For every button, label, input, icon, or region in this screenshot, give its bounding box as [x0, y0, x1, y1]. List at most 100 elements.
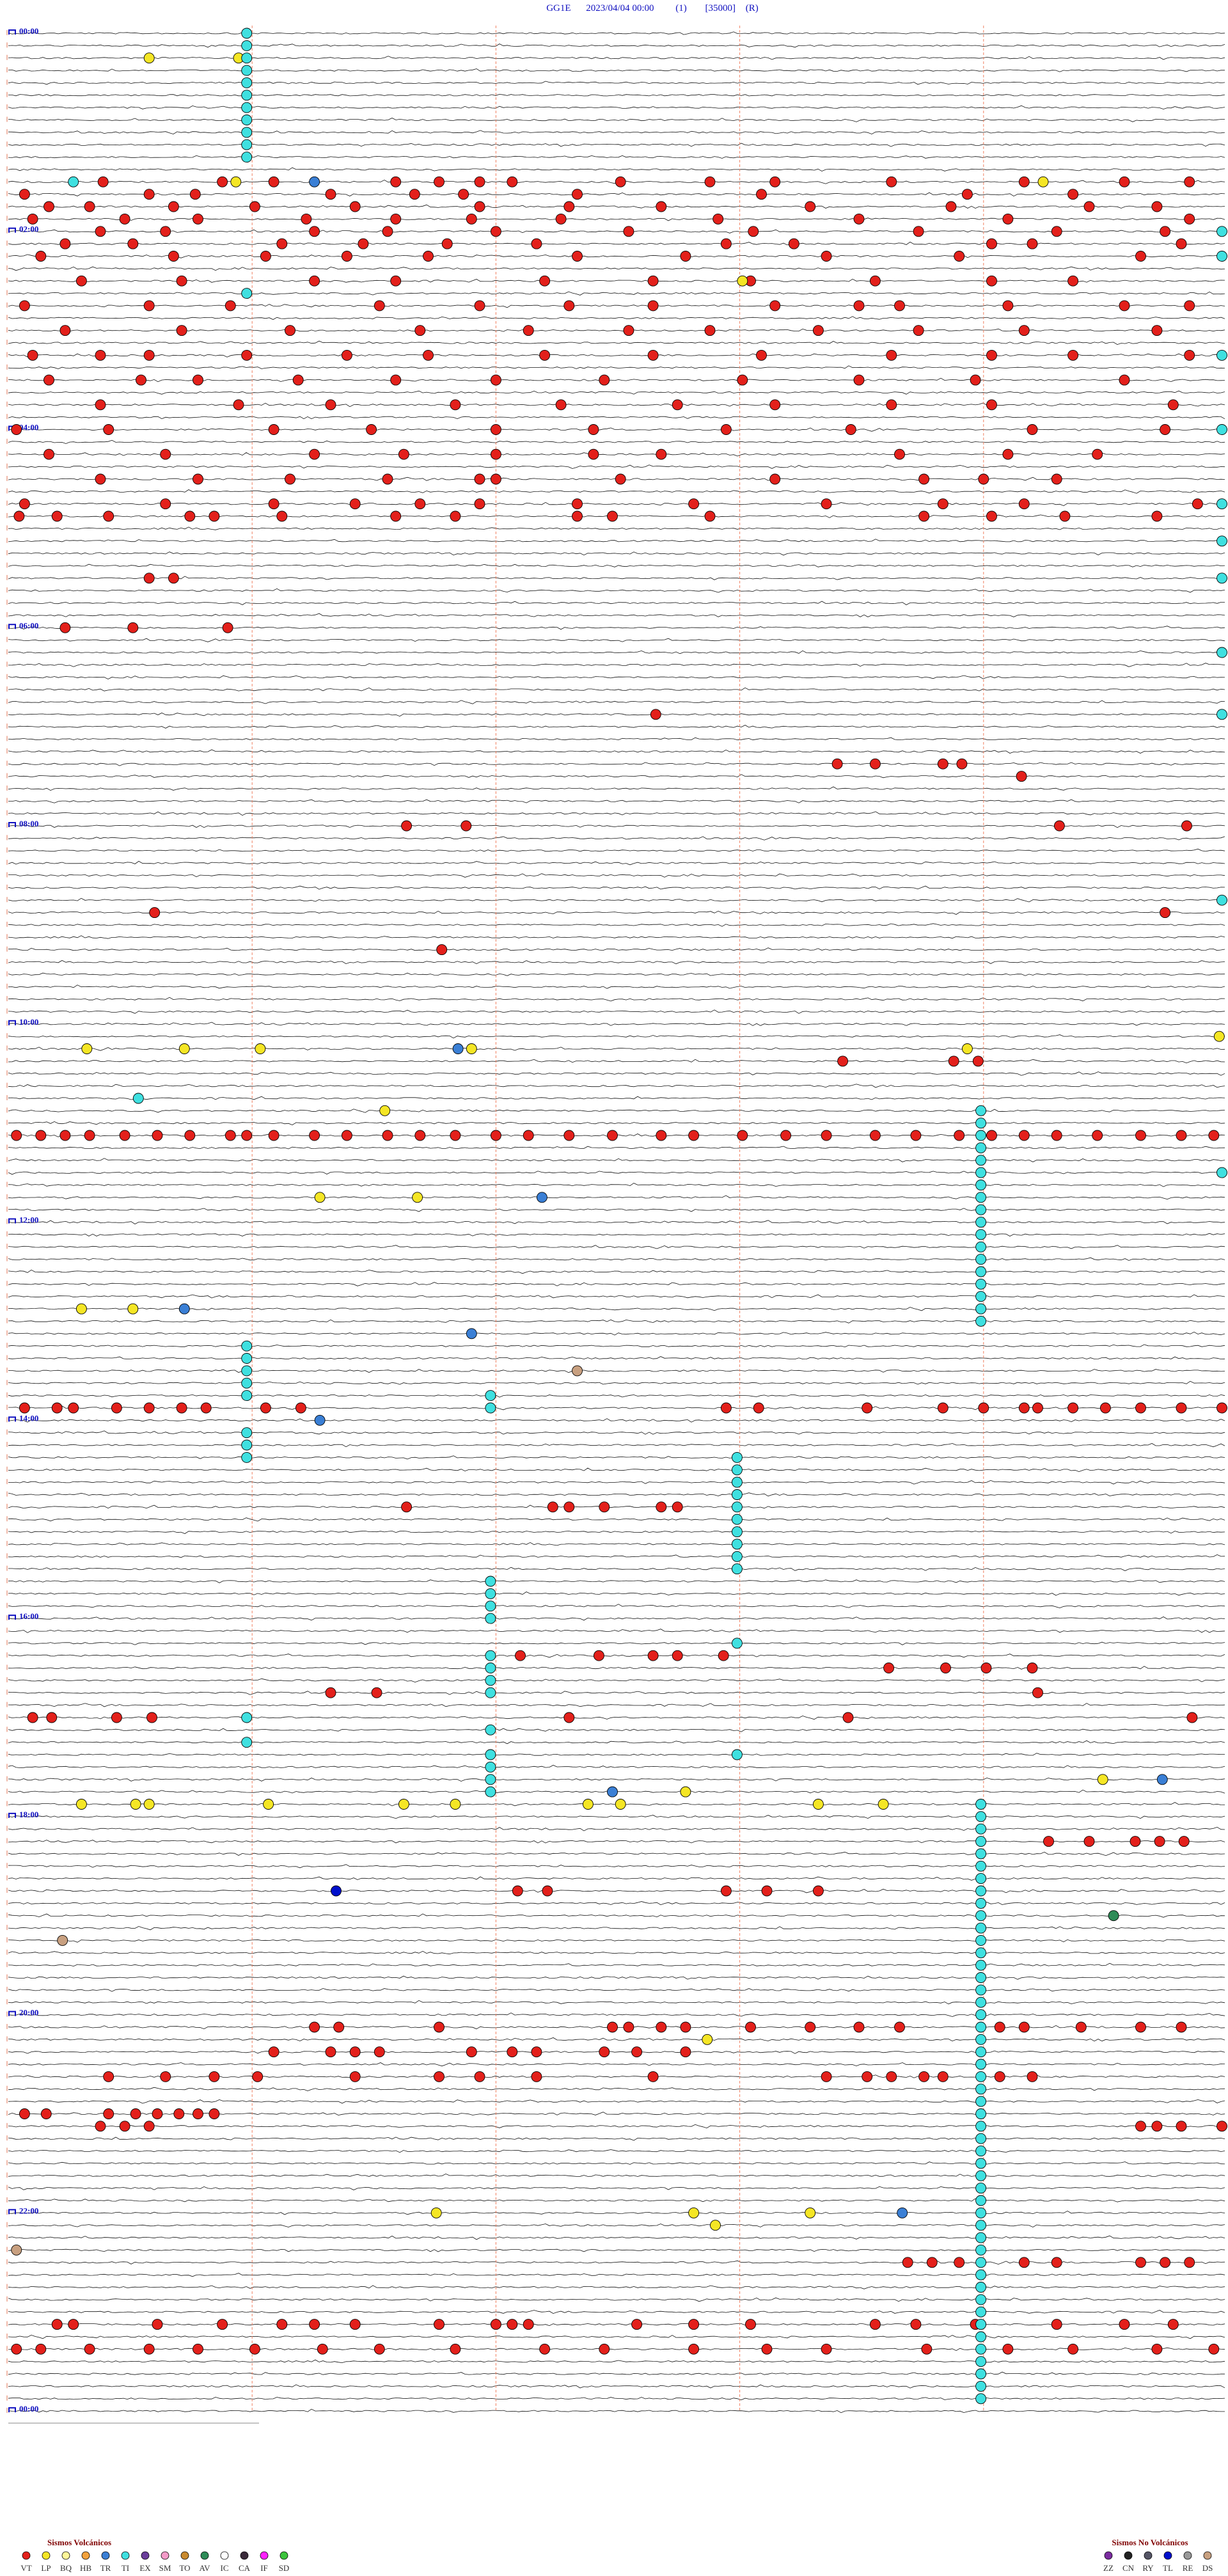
time-label: 02:00 — [19, 225, 38, 234]
trace — [8, 1443, 1225, 1448]
event-marker — [572, 1365, 583, 1377]
trace — [8, 2186, 1225, 2190]
event-marker — [975, 1922, 987, 1934]
legend-label: TR — [100, 2563, 111, 2573]
trace — [8, 2087, 1225, 2092]
event-marker — [1156, 1774, 1168, 1785]
trace — [8, 2050, 1225, 2054]
event-marker — [986, 238, 997, 249]
trace — [8, 737, 1225, 741]
trace — [8, 1084, 1225, 1088]
trace — [8, 1430, 1225, 1435]
event-marker — [720, 238, 732, 249]
event-marker — [1032, 1402, 1043, 1414]
event-marker — [434, 2071, 445, 2082]
event-marker — [599, 374, 610, 386]
trace — [8, 43, 1225, 48]
trace — [8, 155, 1225, 159]
label-bracket — [8, 2209, 16, 2215]
event-marker — [975, 2331, 987, 2343]
trace — [8, 1294, 1225, 1299]
trace — [8, 1195, 1225, 1200]
trace — [8, 1592, 1225, 1596]
event-marker — [688, 2343, 700, 2355]
event-marker — [688, 498, 700, 510]
event-marker — [975, 1291, 987, 1302]
event-marker — [490, 424, 501, 435]
event-marker — [241, 152, 253, 163]
event-marker — [241, 1377, 253, 1389]
event-marker — [241, 1451, 253, 1463]
trace — [8, 93, 1225, 97]
trace — [8, 638, 1225, 642]
event-marker — [563, 201, 575, 212]
trace — [8, 427, 1225, 432]
event-marker — [975, 1910, 987, 1922]
event-marker — [146, 1712, 157, 1723]
trace — [8, 2161, 1225, 2165]
event-marker — [268, 176, 279, 187]
event-marker — [474, 498, 485, 510]
time-label: 06:00 — [19, 620, 38, 630]
event-marker — [688, 2319, 700, 2330]
event-marker — [374, 300, 385, 312]
event-marker — [59, 325, 71, 336]
event-marker — [149, 907, 161, 919]
event-marker — [975, 1848, 987, 1860]
event-marker — [1002, 448, 1014, 460]
event-marker — [119, 213, 130, 225]
trace — [8, 799, 1225, 803]
event-marker — [143, 349, 155, 361]
event-marker — [1160, 226, 1171, 237]
label-bracket — [8, 1416, 16, 1422]
time-label: 16:00 — [19, 1611, 38, 1621]
trace — [8, 1282, 1225, 1286]
event-marker — [1184, 300, 1195, 312]
trace — [8, 464, 1225, 469]
event-marker — [975, 2096, 987, 2107]
event-marker — [972, 1055, 984, 1067]
legend-label: AV — [199, 2563, 210, 2573]
trace — [8, 1208, 1225, 1212]
event-marker — [341, 1130, 352, 1141]
event-marker — [309, 176, 320, 187]
event-marker — [132, 1093, 144, 1104]
event-marker — [945, 201, 957, 212]
event-marker — [1167, 399, 1179, 411]
trace — [8, 1394, 1225, 1398]
event-marker — [1075, 2021, 1087, 2033]
event-marker — [731, 1638, 743, 1649]
legend-swatch — [61, 2551, 70, 2560]
event-marker — [615, 473, 626, 485]
event-marker — [812, 1885, 824, 1897]
event-marker — [143, 1799, 155, 1810]
event-marker — [531, 2071, 542, 2082]
event-marker — [1160, 2257, 1171, 2268]
trace — [8, 439, 1225, 444]
trace — [8, 910, 1225, 915]
event-marker — [720, 1402, 732, 1414]
event-marker — [507, 176, 518, 187]
event-marker — [249, 201, 260, 212]
datetime: 2023/04/04 00:00 — [586, 3, 654, 13]
event-marker — [563, 1712, 575, 1723]
event-marker — [1027, 1663, 1038, 1673]
trace — [8, 1220, 1225, 1224]
trace — [8, 416, 1225, 420]
legend-label: VT — [20, 2563, 31, 2573]
event-marker — [894, 2021, 905, 2033]
event-marker — [975, 2343, 987, 2355]
event-marker — [1053, 820, 1065, 832]
event-marker — [1208, 2343, 1220, 2355]
trace — [8, 700, 1225, 704]
label-bracket — [8, 624, 16, 629]
trace — [8, 2173, 1225, 2177]
event-marker — [1099, 1402, 1111, 1414]
legend-swatch — [81, 2551, 90, 2560]
time-labels: 00:00 02:00 04:00 06:00 08:00 10:00 12:00 14:00… — [8, 26, 38, 2414]
trace — [8, 390, 1225, 395]
event-marker — [1018, 2021, 1030, 2033]
label-bracket — [8, 1020, 16, 1025]
event-marker — [845, 424, 856, 435]
time-label: 14:00 — [19, 1413, 38, 1423]
